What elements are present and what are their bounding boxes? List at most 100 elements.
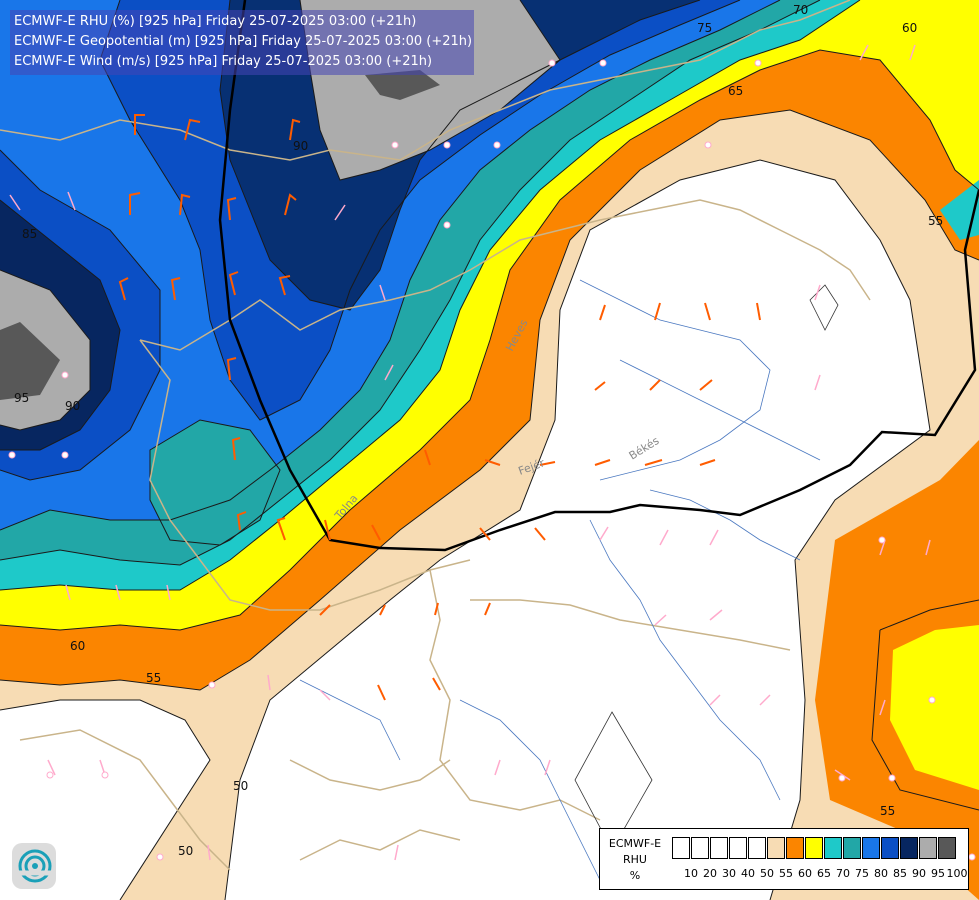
wind-barb [9,194,21,211]
wind-barb [134,114,145,135]
rivers [299,279,821,881]
contour-label: 95 [14,391,29,405]
calm-marker [391,141,399,149]
wind-barb [709,529,719,546]
legend-tick: 40 [741,867,755,880]
legend-tick: 80 [874,867,888,880]
wind-barb [267,674,271,691]
calm-marker [548,59,556,67]
wind-barb [644,459,663,466]
calm-marker [208,681,216,689]
wind-barb [129,192,141,215]
border-line [139,199,871,351]
wind-barb [284,193,297,216]
rhu-band-100-north [365,70,440,100]
wind-barbs-pink [9,44,931,861]
contour-label-group: 75 70 60 65 90 85 95 90 55 60 55 50 50 5… [14,3,943,858]
wind-barb [654,614,667,626]
wind-barb [276,517,286,541]
border-line [19,729,231,871]
wind-barb [709,609,723,621]
legend-unit: % [629,869,641,882]
wind-barb [118,277,129,301]
river-line [619,359,821,461]
contour-line [0,0,861,591]
calm-marker [754,59,762,67]
legend-tick: 85 [893,867,907,880]
county-outline [809,284,839,331]
calm-marker [8,451,16,459]
wind-barb [649,379,661,391]
wind-barb [184,118,201,141]
wind-barb [759,694,771,706]
contour-label: 50 [178,844,193,858]
wind-barb [65,584,71,601]
rhu-band-100-west [0,322,60,400]
wind-barb [377,684,386,701]
contour-line [0,199,121,451]
legend-tick: 95 [931,867,945,880]
wind-barb [207,844,211,861]
contour-label: 65 [728,84,743,98]
wind-barb [494,759,501,776]
contour-line [0,149,161,481]
wind-barb [594,459,611,466]
wind-barb [654,302,661,321]
wind-barb [879,699,886,716]
calm-marker [443,141,451,149]
contour-label: 85 [22,227,37,241]
wind-barb [434,602,439,616]
wind-barb [539,461,556,466]
border-line [299,829,461,861]
calm-marker [888,774,896,782]
wind-barbs-orange [118,114,761,701]
contour-line [0,109,979,691]
legend-swatch [843,837,861,859]
legend-tick: 50 [760,867,774,880]
wind-barb [47,759,56,776]
legend-swatch [938,837,956,859]
rhu-band-70-east [940,180,979,240]
wind-barb [925,539,931,556]
legend-tick: 65 [817,867,831,880]
contour-line [0,0,781,531]
legend-model: ECMWF-E [608,837,662,850]
calm-marker [101,771,109,779]
calm-marker [928,696,936,704]
wind-barb [278,275,291,296]
legend-swatch [862,837,880,859]
river-line [459,699,601,881]
wind-barb [484,459,501,466]
border-line [0,0,851,161]
wind-barb [226,357,237,381]
wind-barb [289,118,301,141]
wind-barb [709,694,721,706]
legend-tick: 70 [836,867,850,880]
calm-marker [599,59,607,67]
wind-barb [704,302,711,321]
wind-barb [544,759,551,776]
calm-marker [878,536,886,544]
color-legend: ECMWF-E RHU % 10 20 30 40 50 55 60 65 70 75 80 85 90… [599,828,969,890]
wind-barb [699,379,713,391]
wind-barb [594,381,606,391]
wind-barb [394,844,399,861]
border-line [139,339,471,611]
legend-swatch [748,837,766,859]
wind-barb [534,527,546,541]
rhu-band-65-east [890,625,979,790]
map-title-box: ECMWF-E RHU (%) [925 hPa] Friday 25-07-2… [10,10,474,75]
calm-wind-markers [8,59,976,861]
wind-barb [859,44,869,61]
geopotential-line [218,0,979,552]
geopotential-title: ECMWF-E Geopotential (m) [925 hPa] Frida… [14,34,473,49]
wind-barb [814,374,821,391]
wind-barb [334,204,346,221]
contour-label: 75 [697,21,712,35]
wind-title: ECMWF-E Wind (m/s) [925 hPa] Friday 25-0… [14,54,433,69]
contour-label: 55 [928,214,943,228]
wind-barb [659,529,669,546]
calm-marker [156,853,164,861]
wind-barb [384,364,394,381]
legend-swatch [786,837,804,859]
